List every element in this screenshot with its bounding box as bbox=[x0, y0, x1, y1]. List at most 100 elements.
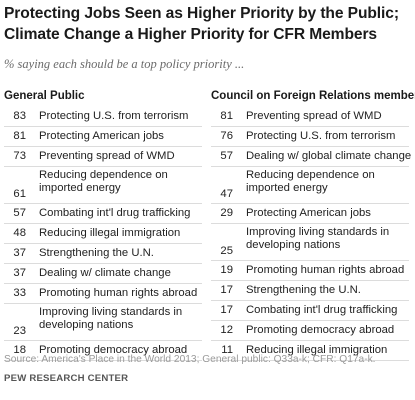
figure-title: Protecting Jobs Seen as Higher Priority … bbox=[4, 3, 412, 45]
percent-value: 76 bbox=[220, 130, 233, 142]
percent-value: 57 bbox=[220, 150, 233, 162]
list-item: 23 Improving living standards in developin… bbox=[4, 304, 202, 340]
priority-label: Combating int'l drug trafficking bbox=[39, 207, 191, 219]
list-item: 29 Protecting American jobs bbox=[211, 204, 409, 223]
list-item: 12 Promoting democracy abroad bbox=[211, 321, 409, 340]
percent-value: 57 bbox=[13, 207, 26, 219]
percent-value: 81 bbox=[13, 130, 26, 142]
cfr-members-heading: Council on Foreign Relations members bbox=[211, 90, 415, 102]
row-divider bbox=[211, 126, 409, 127]
priority-label-line: imported energy bbox=[39, 182, 121, 194]
percent-value: 23 bbox=[13, 325, 26, 337]
row-divider bbox=[4, 263, 202, 264]
priority-label: Promoting democracy abroad bbox=[246, 324, 395, 336]
priority-label: Protecting U.S. from terrorism bbox=[246, 130, 396, 142]
priority-label-line: Improving living standards in bbox=[39, 306, 183, 318]
priority-label-line: Reducing dependence on bbox=[39, 169, 168, 181]
list-item: 47 Reducing dependence on imported energy bbox=[211, 167, 409, 203]
row-divider bbox=[4, 223, 202, 224]
percent-value: 17 bbox=[220, 304, 233, 316]
row-divider bbox=[4, 243, 202, 244]
priority-label: Improving living standards in developing … bbox=[246, 226, 389, 252]
priority-label: Strengthening the U.N. bbox=[39, 247, 154, 259]
percent-value: 48 bbox=[13, 227, 26, 239]
figure-subtitle: % saying each should be a top policy pri… bbox=[4, 57, 245, 71]
percent-value: 73 bbox=[13, 150, 26, 162]
priority-label-line: developing nations bbox=[39, 319, 134, 331]
row-divider bbox=[4, 303, 202, 304]
percent-value: 11 bbox=[221, 344, 233, 356]
percent-value: 29 bbox=[220, 207, 233, 219]
percent-value: 47 bbox=[220, 188, 233, 200]
priority-label: Preventing spread of WMD bbox=[39, 150, 175, 162]
list-item: 83 Protecting U.S. from terrorism bbox=[4, 107, 202, 126]
percent-value: 25 bbox=[220, 245, 233, 257]
list-item: 61 Reducing dependence on imported energy bbox=[4, 167, 202, 203]
row-divider bbox=[4, 146, 202, 147]
priority-label-line: imported energy bbox=[246, 182, 328, 194]
priority-label-line: Reducing dependence on bbox=[246, 169, 375, 181]
list-item: 25 Improving living standards in developin… bbox=[211, 224, 409, 260]
general-public-heading: General Public bbox=[4, 90, 85, 102]
row-divider bbox=[211, 166, 409, 167]
row-divider bbox=[211, 300, 409, 301]
priority-label: Protecting U.S. from terrorism bbox=[39, 110, 189, 122]
priority-label: Improving living standards in developing … bbox=[39, 306, 182, 332]
list-item: 17 Strengthening the U.N. bbox=[211, 281, 409, 300]
row-divider bbox=[211, 320, 409, 321]
list-item: 76 Protecting U.S. from terrorism bbox=[211, 127, 409, 146]
priority-label: Combating int'l drug trafficking bbox=[246, 304, 398, 316]
priority-label: Dealing w/ global climate change bbox=[246, 150, 412, 162]
percent-value: 12 bbox=[220, 324, 233, 336]
row-divider bbox=[4, 340, 202, 341]
priority-label: Strengthening the U.N. bbox=[246, 284, 361, 296]
list-item: 18 Promoting democracy abroad bbox=[4, 341, 202, 360]
priority-label: Protecting American jobs bbox=[39, 130, 164, 142]
percent-value: 61 bbox=[13, 188, 26, 200]
row-divider bbox=[211, 260, 409, 261]
pew-footer: PEW RESEARCH CENTER bbox=[4, 373, 129, 384]
percent-value: 81 bbox=[220, 110, 233, 122]
priority-label: Dealing w/ climate change bbox=[39, 267, 171, 279]
priority-label: Reducing dependence on imported energy bbox=[39, 169, 168, 195]
list-item: 81 Protecting American jobs bbox=[4, 127, 202, 146]
percent-value: 37 bbox=[13, 267, 26, 279]
priority-label: Promoting human rights abroad bbox=[39, 287, 198, 299]
percent-value: 33 bbox=[13, 287, 26, 299]
priority-label: Reducing dependence on imported energy bbox=[246, 169, 375, 195]
list-item: 17 Combating int'l drug trafficking bbox=[211, 301, 409, 320]
title-line-1: Protecting Jobs Seen as Higher Priority … bbox=[4, 5, 399, 22]
list-item: 73 Preventing spread of WMD bbox=[4, 147, 202, 166]
source-note: Source: America's Place in the World 201… bbox=[4, 354, 376, 365]
percent-value: 18 bbox=[13, 344, 26, 356]
row-divider bbox=[211, 203, 409, 204]
priority-label: Reducing illegal immigration bbox=[246, 344, 388, 356]
row-divider bbox=[4, 166, 202, 167]
list-item: 37 Dealing w/ climate change bbox=[4, 264, 202, 283]
list-item: 57 Combating int'l drug trafficking bbox=[4, 204, 202, 223]
list-item: 57 Dealing w/ global climate change bbox=[211, 147, 412, 166]
row-divider bbox=[4, 283, 202, 284]
row-divider bbox=[211, 360, 409, 361]
priority-label: Promoting democracy abroad bbox=[39, 344, 188, 356]
priority-label-line: Improving living standards in bbox=[246, 226, 390, 238]
row-divider bbox=[4, 203, 202, 204]
percent-value: 17 bbox=[220, 284, 233, 296]
priority-label: Protecting American jobs bbox=[246, 207, 371, 219]
row-divider bbox=[4, 360, 202, 361]
priority-label-line: developing nations bbox=[246, 239, 341, 251]
row-divider bbox=[4, 126, 202, 127]
list-item: 37 Strengthening the U.N. bbox=[4, 244, 202, 263]
row-divider bbox=[211, 223, 409, 224]
percent-value: 83 bbox=[13, 110, 26, 122]
priority-label: Reducing illegal immigration bbox=[39, 227, 181, 239]
row-divider bbox=[211, 146, 409, 147]
list-item: 48 Reducing illegal immigration bbox=[4, 224, 202, 243]
row-divider bbox=[211, 280, 409, 281]
list-item: 81 Preventing spread of WMD bbox=[211, 107, 409, 126]
priority-label: Preventing spread of WMD bbox=[246, 110, 382, 122]
title-line-2: Climate Change a Higher Priority for CFR… bbox=[4, 26, 377, 43]
percent-value: 37 bbox=[13, 247, 26, 259]
percent-value: 19 bbox=[220, 264, 233, 276]
